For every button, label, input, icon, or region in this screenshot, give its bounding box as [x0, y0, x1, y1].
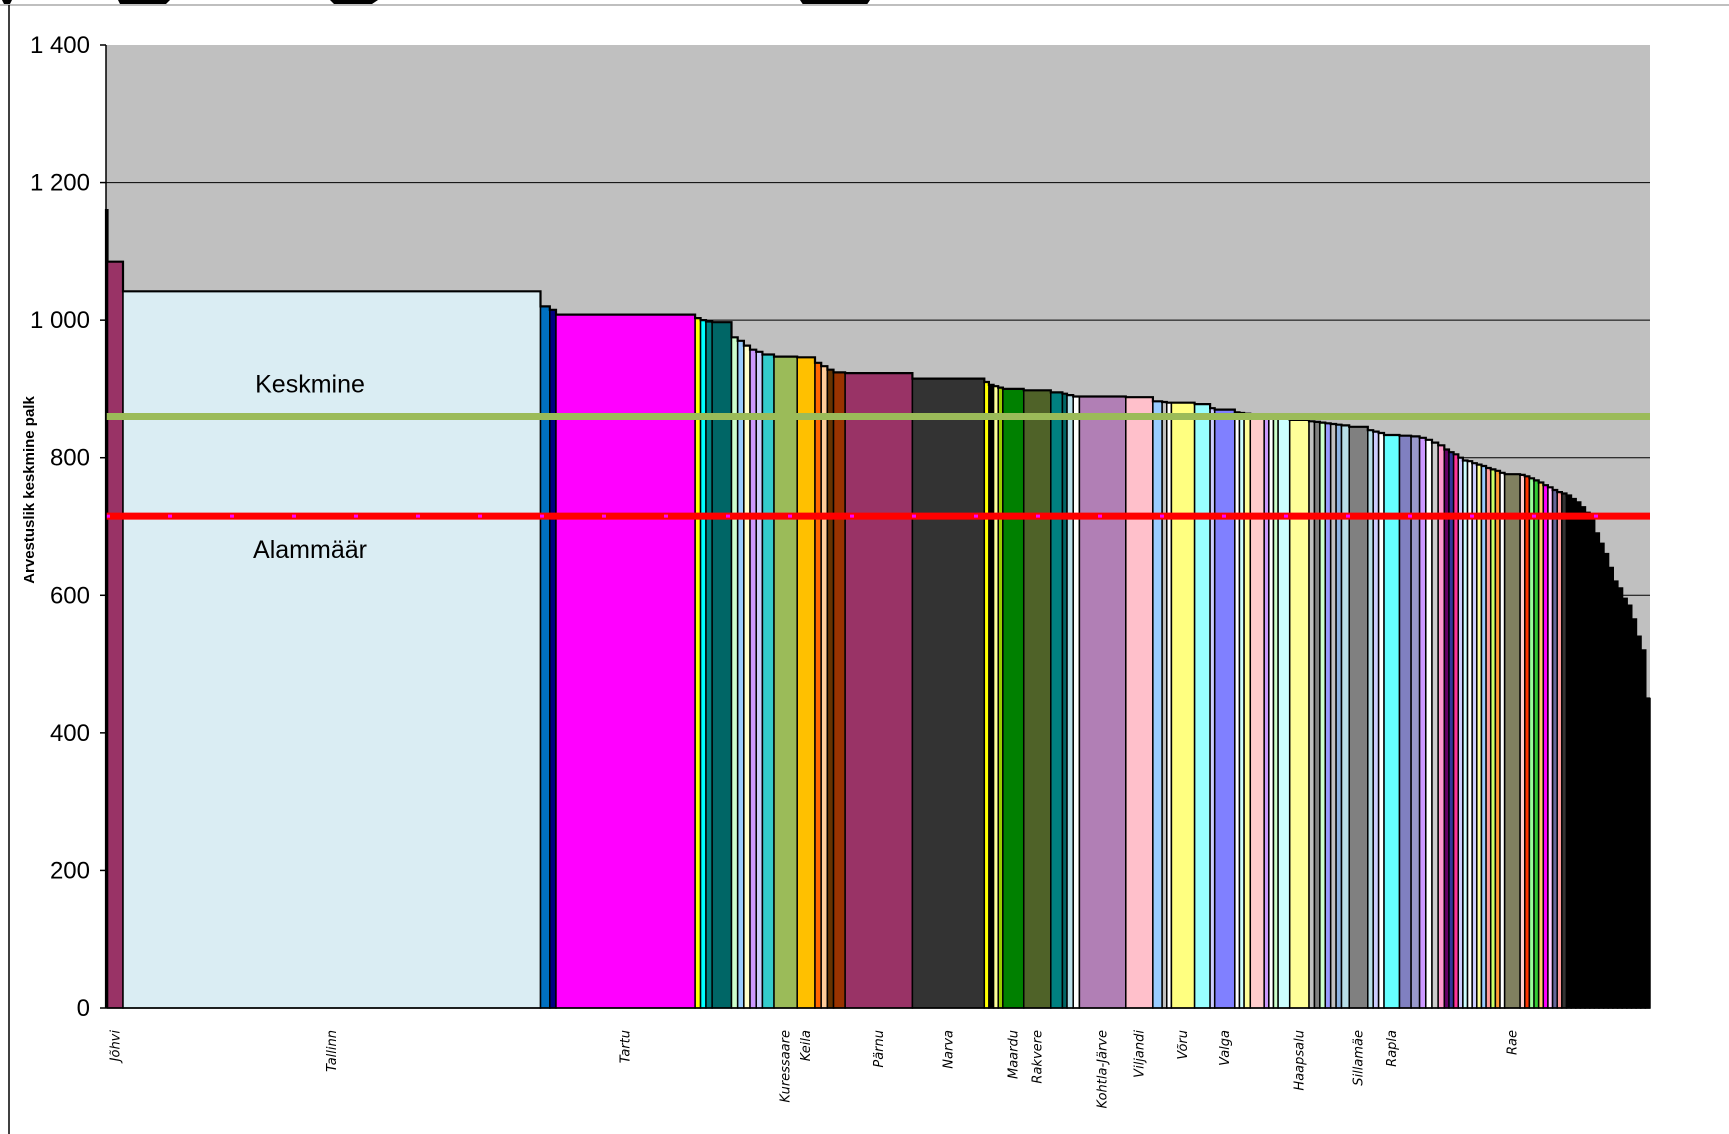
reference-line-label: Keskmine: [255, 370, 365, 398]
category-label: Rae: [1505, 1030, 1520, 1055]
bar: [826, 368, 835, 1009]
bar: [1308, 420, 1316, 1009]
bar-rae: [1503, 473, 1521, 1009]
y-tick-labels: 0 200 400 600 800 1 000 1 200 1 400: [30, 32, 90, 1022]
bar: [730, 336, 739, 1009]
y-tick-label: 200: [50, 857, 90, 884]
bar: [749, 348, 757, 1009]
category-label: Maardu: [1006, 1030, 1021, 1079]
bar: [1319, 421, 1327, 1009]
bar: [539, 305, 551, 1009]
bar: [814, 362, 822, 1009]
category-label: Tartu: [619, 1030, 634, 1063]
bar: [699, 319, 707, 1009]
bar: [1072, 395, 1081, 1009]
category-label: Narva: [941, 1030, 956, 1069]
bar: [820, 365, 829, 1009]
bar: [1425, 439, 1433, 1009]
bar-rapla: [1383, 434, 1401, 1009]
y-tick-label: 0: [77, 995, 90, 1022]
bar: [1410, 435, 1421, 1009]
bar-tallinn: [122, 290, 542, 1009]
bar: [755, 351, 764, 1009]
category-labels: Jõhvi Tallinn Tartu Kuressaare Keila Pärnu Nar…: [108, 1030, 1520, 1109]
bar-kuressaare: [773, 355, 798, 1009]
bar: [711, 321, 733, 1009]
bar: [1249, 413, 1265, 1009]
category-label: Sillamäe: [1352, 1030, 1367, 1086]
bar: [1329, 423, 1337, 1009]
y-axis-label: Arvestuslik keskmine palk: [21, 396, 38, 584]
bar-võru: [1170, 401, 1196, 1009]
category-label: Pärnu: [872, 1030, 887, 1068]
bar: [1418, 437, 1427, 1009]
y-tick-label: 800: [50, 445, 90, 472]
y-tick-label: 1 200: [30, 170, 90, 197]
bar: [832, 371, 846, 1009]
bar: [736, 340, 745, 1009]
bar: [1066, 394, 1074, 1009]
bar: [1324, 422, 1332, 1009]
bar-narva: [911, 377, 986, 1009]
reference-lines: Keskmine Alammäär: [106, 370, 1650, 564]
y-tick-label: 600: [50, 582, 90, 609]
bar: [705, 320, 713, 1009]
category-label: Viljandi: [1132, 1030, 1147, 1078]
bar: [761, 353, 775, 1009]
bar: [1335, 423, 1343, 1009]
bar-haapsalu: [1288, 419, 1310, 1009]
bar: [1437, 444, 1446, 1009]
reference-line-label: Alammäär: [253, 536, 367, 564]
bar-top-outline: [104, 209, 1650, 1008]
category-label: Tallinn: [325, 1030, 340, 1072]
bar: [1050, 391, 1064, 1009]
bar: [1431, 441, 1439, 1009]
category-label: Keila: [799, 1030, 814, 1061]
bar: [694, 317, 702, 1009]
category-label: Võru: [1176, 1030, 1191, 1060]
category-label: Kuressaare: [779, 1030, 794, 1103]
bar-viljandi: [1125, 396, 1154, 1009]
category-label: Valga: [1218, 1030, 1233, 1066]
bar: [1277, 417, 1291, 1009]
category-label: Haapsalu: [1292, 1030, 1307, 1091]
bar: [1313, 421, 1321, 1009]
bar-jõhvi: [106, 260, 124, 1009]
category-label: Rapla: [1385, 1030, 1400, 1067]
bar: [1193, 403, 1211, 1009]
bar-rakvere: [1022, 389, 1052, 1009]
bar: [1243, 412, 1252, 1009]
y-tick-label: 1 400: [30, 32, 90, 59]
category-label: Kohtla-Järve: [1096, 1030, 1111, 1108]
bar-kohtla-järve: [1078, 395, 1127, 1009]
category-label: Rakvere: [1030, 1030, 1045, 1084]
bar-valga: [1213, 408, 1236, 1009]
bar: [1152, 400, 1163, 1009]
bar: [1644, 697, 1651, 1009]
bar-keila: [796, 356, 816, 1009]
bar: [1398, 434, 1412, 1009]
y-tick-label: 400: [50, 720, 90, 747]
bar-maardu: [1002, 388, 1025, 1009]
bar: [743, 344, 751, 1009]
bar-pärnu: [844, 372, 914, 1009]
axes: [100, 44, 1650, 1009]
y-tick-label: 1 000: [30, 307, 90, 334]
category-label: Jõhvi: [108, 1030, 123, 1065]
